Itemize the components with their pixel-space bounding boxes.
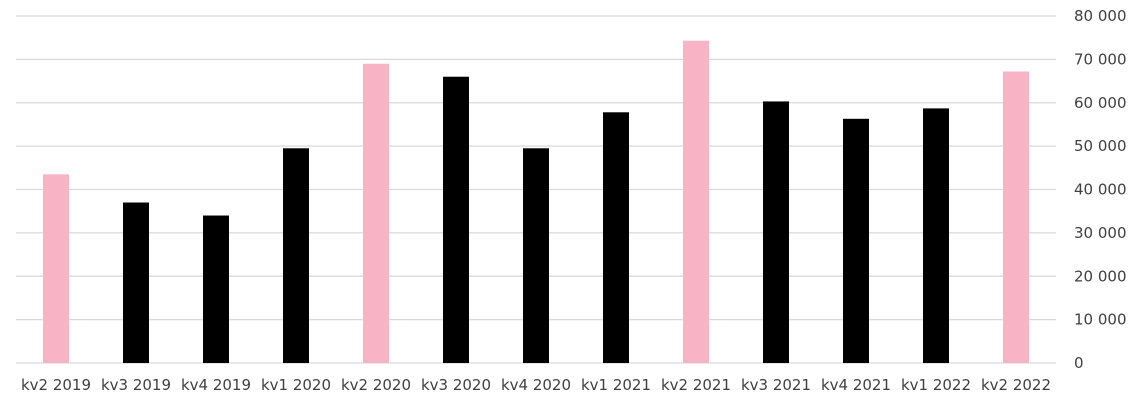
- x-tick-label-kv2-2019: kv2 2019: [21, 376, 91, 394]
- x-tick-label-kv3-2019: kv3 2019: [101, 376, 171, 394]
- x-tick-label-kv3-2021: kv3 2021: [741, 376, 811, 394]
- y-tick-label-70000: 70 000: [1074, 50, 1127, 68]
- bar-kv4-2021: [843, 118, 869, 363]
- x-tick-label-kv4-2020: kv4 2020: [501, 376, 571, 394]
- bar-kv1-2020: [283, 148, 309, 363]
- x-tick-label-kv2-2021: kv2 2021: [661, 376, 731, 394]
- bar-kv2-2022: [1003, 71, 1029, 364]
- bar-kv1-2021: [603, 112, 629, 363]
- x-tick-label-kv2-2020: kv2 2020: [341, 376, 411, 394]
- y-tick-label-10000: 10 000: [1074, 311, 1127, 329]
- y-tick-label-80000: 80 000: [1074, 7, 1127, 25]
- bar-kv4-2020: [523, 148, 549, 363]
- bar-kv2-2019: [43, 174, 69, 363]
- bar-kv1-2022: [923, 108, 949, 363]
- y-tick-label-40000: 40 000: [1074, 181, 1127, 199]
- x-tick-label-kv1-2020: kv1 2020: [261, 376, 331, 394]
- y-tick-label-50000: 50 000: [1074, 137, 1127, 155]
- y-tick-label-60000: 60 000: [1074, 94, 1127, 112]
- y-tick-label-30000: 30 000: [1074, 224, 1127, 242]
- bar-kv3-2019: [123, 202, 149, 363]
- bar-kv3-2020: [443, 76, 469, 363]
- x-tick-label-kv1-2022: kv1 2022: [901, 376, 971, 394]
- y-tick-label-20000: 20 000: [1074, 267, 1127, 285]
- x-tick-label-kv4-2021: kv4 2021: [821, 376, 891, 394]
- x-tick-label-kv1-2021: kv1 2021: [581, 376, 651, 394]
- bar-kv2-2020: [363, 63, 389, 364]
- x-tick-label-kv3-2020: kv3 2020: [421, 376, 491, 394]
- y-tick-label-0: 0: [1074, 354, 1084, 372]
- bar-kv4-2019: [203, 215, 229, 363]
- x-axis-tick-labels: kv2 2019 kv3 2019 kv4 2019 kv1 2020 kv2 2020…: [21, 376, 1051, 394]
- x-tick-label-kv2-2022: kv2 2022: [981, 376, 1051, 394]
- bars: [43, 40, 1029, 364]
- bar-kv2-2021: [683, 40, 709, 363]
- y-axis-tick-labels: 0 10 000 20 000 30 000 40 000 50 000 60 000 70 …: [1074, 7, 1127, 372]
- bar-kv3-2021: [763, 101, 789, 363]
- x-tick-label-kv4-2019: kv4 2019: [181, 376, 251, 394]
